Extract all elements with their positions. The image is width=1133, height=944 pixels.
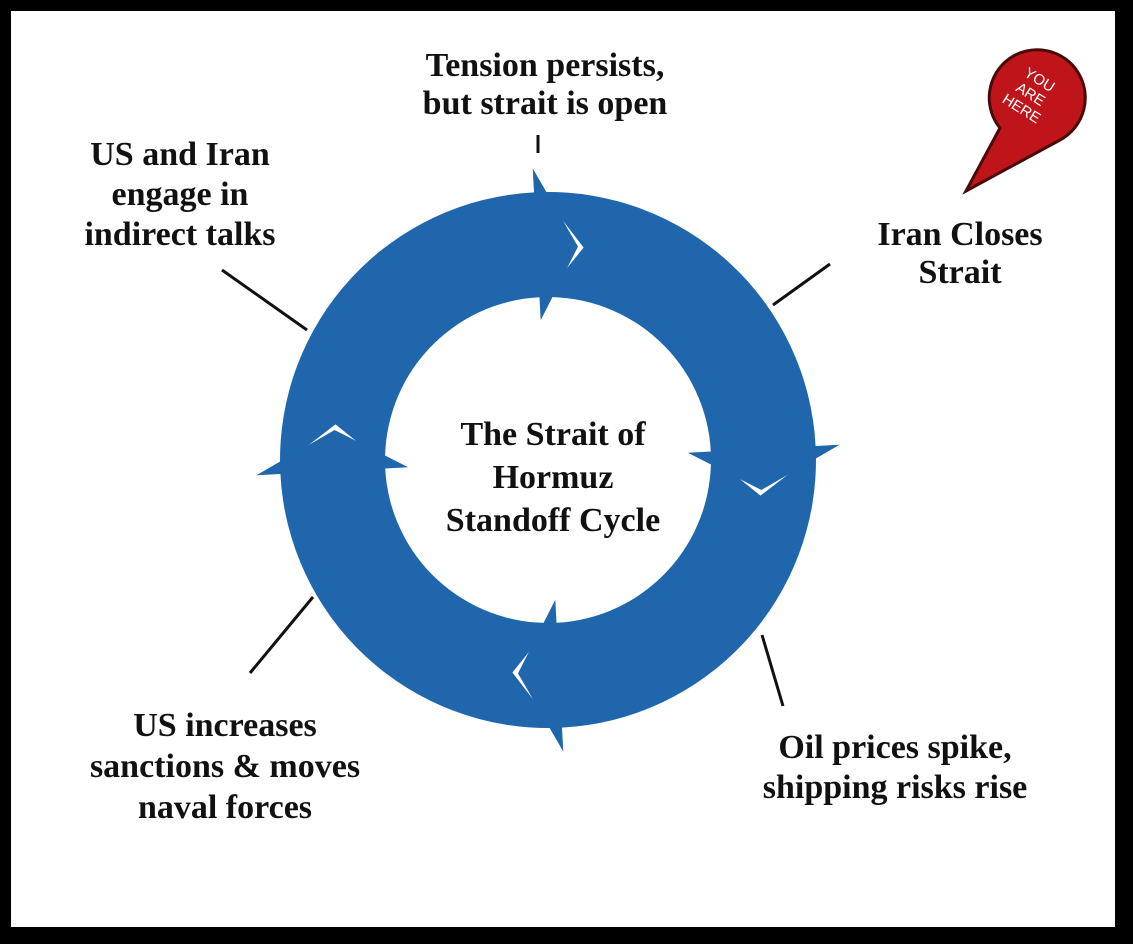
arrow-segment <box>280 168 578 467</box>
label-line: but strait is open <box>423 85 668 122</box>
arrow-segment <box>541 192 840 490</box>
label-line: Oil prices spike, <box>778 729 1011 766</box>
cycle-ring <box>256 168 840 752</box>
connector <box>248 596 315 674</box>
label-line: Iran Closes <box>877 216 1042 253</box>
label-line: engage in <box>112 176 249 213</box>
canvas <box>11 11 1115 927</box>
labels: The Strait of Hormuz Standoff Cycle Tension… <box>84 47 1042 826</box>
label-line: Strait <box>918 254 1002 291</box>
label-line: sanctions & moves <box>90 748 360 785</box>
connector <box>760 634 785 707</box>
label-line: Hormuz <box>493 459 614 496</box>
label-line: US increases <box>133 707 317 744</box>
pin-shape <box>962 48 1087 195</box>
label-line: US and Iran <box>90 136 270 173</box>
label-line: shipping risks rise <box>763 769 1028 806</box>
arrow-segment <box>518 453 816 752</box>
connector <box>221 268 308 332</box>
label-line: naval forces <box>138 789 312 826</box>
label-line: indirect talks <box>84 216 275 253</box>
label-line: Standoff Cycle <box>446 502 660 539</box>
connector <box>772 262 831 307</box>
label-line: The Strait of <box>460 416 646 453</box>
arrow-segment <box>256 430 555 728</box>
label-line: Tension persists, <box>426 47 665 84</box>
